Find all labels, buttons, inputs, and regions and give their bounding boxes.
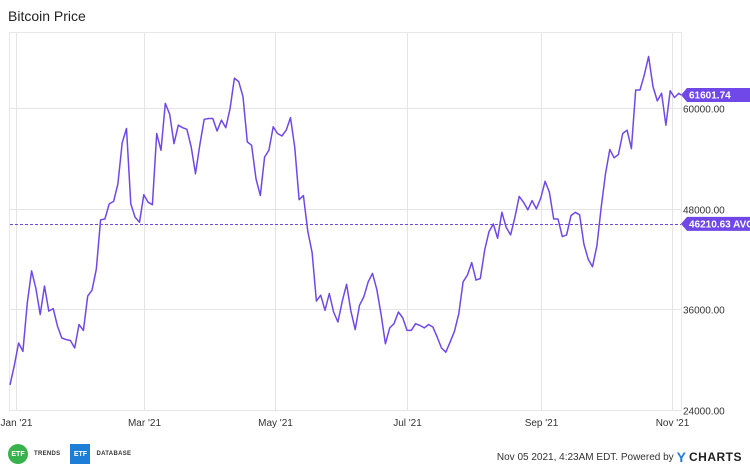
etf-trends-logo-text: TRENDS: [34, 451, 61, 457]
footer-timestamp-text: Nov 05 2021, 4:23AM EDT. Powered by: [496, 451, 674, 463]
y-tick-label: 60000.00: [683, 105, 725, 116]
chart-title: Bitcoin Price: [8, 8, 86, 24]
etf-trends-logo-mark: ETF: [8, 444, 28, 464]
y-axis: 24000.00 36000.00 48000.00 60000.00: [683, 105, 725, 418]
series-group: [9, 55, 682, 386]
y-tick-label: 24000.00: [683, 407, 725, 418]
average-value-label-text: 46210.63 AVG: [689, 219, 750, 230]
x-tick-label: Jan '21: [1, 418, 33, 429]
last-value-label-badge: [681, 87, 750, 102]
last-value-label-text: 61601.74: [689, 90, 731, 101]
average-value-label: 46210.63 AVG: [681, 216, 750, 231]
y-tick-label: 36000.00: [683, 306, 725, 317]
last-value-label: 61601.74: [681, 87, 750, 102]
x-axis: Jan '21 Mar '21 May '21 Jul '21 Sep '21 Nov '…: [1, 418, 690, 429]
footer-attribution: Nov 05 2021, 4:23AM EDT. Powered by Y CHA…: [497, 450, 742, 464]
sponsor-logos: ETF TRENDS ETF DATABASE: [8, 444, 131, 464]
gridlines: [10, 33, 681, 411]
x-tick-label: Jul '21: [393, 418, 422, 429]
x-tick-label: Nov '21: [656, 418, 690, 429]
x-tick-label: May '21: [258, 418, 293, 429]
price-line: [9, 55, 682, 386]
x-tick-label: Mar '21: [128, 418, 161, 429]
average-value-label-badge: [681, 216, 750, 231]
value-labels-group: 46210.63 AVG 61601.74: [681, 87, 750, 231]
etf-database-logo-text: DATABASE: [96, 451, 132, 457]
y-tick-label: 48000.00: [683, 206, 725, 217]
x-tick-label: Sep '21: [525, 418, 559, 429]
ycharts-brand[interactable]: CHARTS: [689, 450, 742, 464]
etf-database-logo-mark: ETF: [70, 444, 91, 464]
ycharts-y-icon: Y: [676, 449, 686, 465]
bitcoin-price-chart: Jan '21 Mar '21 May '21 Jul '21 Sep '21 Nov '…: [1, 32, 750, 429]
